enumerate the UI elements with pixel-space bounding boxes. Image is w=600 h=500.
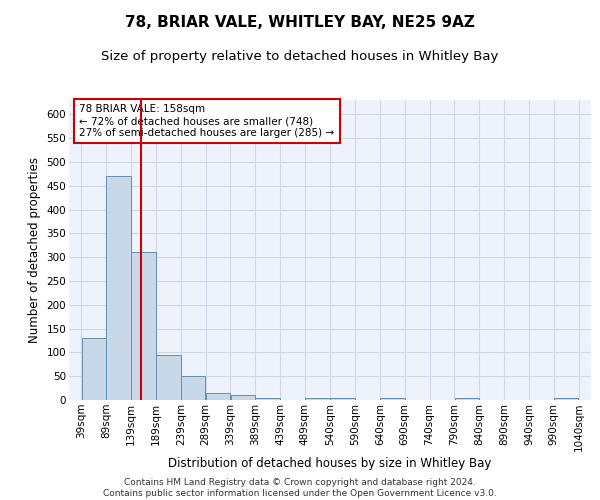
Bar — [380, 398, 404, 400]
Bar — [131, 252, 155, 400]
Bar — [554, 398, 578, 400]
Text: 78 BRIAR VALE: 158sqm
← 72% of detached houses are smaller (748)
27% of semi-det: 78 BRIAR VALE: 158sqm ← 72% of detached … — [79, 104, 335, 138]
Bar — [230, 395, 255, 400]
Bar — [256, 398, 280, 400]
Text: 78, BRIAR VALE, WHITLEY BAY, NE25 9AZ: 78, BRIAR VALE, WHITLEY BAY, NE25 9AZ — [125, 15, 475, 30]
Bar — [206, 393, 230, 400]
Bar — [156, 355, 181, 400]
Bar — [181, 376, 205, 400]
Bar — [305, 398, 329, 400]
Bar — [106, 176, 131, 400]
X-axis label: Distribution of detached houses by size in Whitley Bay: Distribution of detached houses by size … — [169, 457, 491, 470]
Text: Size of property relative to detached houses in Whitley Bay: Size of property relative to detached ho… — [101, 50, 499, 63]
Y-axis label: Number of detached properties: Number of detached properties — [28, 157, 41, 343]
Bar — [455, 398, 479, 400]
Bar — [331, 398, 355, 400]
Bar — [82, 338, 106, 400]
Text: Contains HM Land Registry data © Crown copyright and database right 2024.
Contai: Contains HM Land Registry data © Crown c… — [103, 478, 497, 498]
